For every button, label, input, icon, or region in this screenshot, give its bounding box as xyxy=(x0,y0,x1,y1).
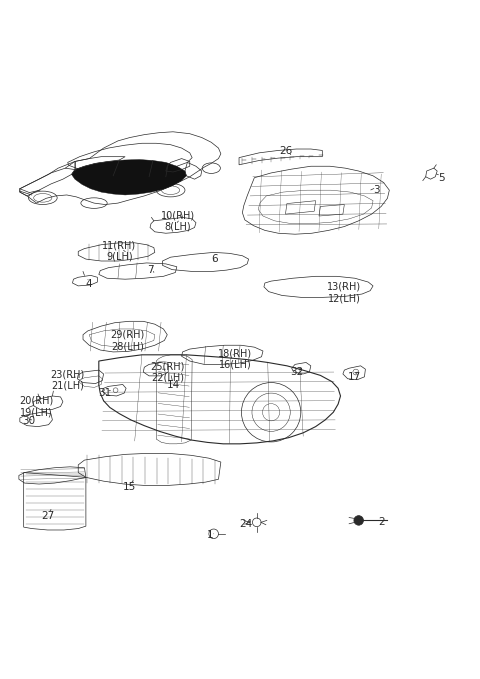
Text: 1: 1 xyxy=(207,530,214,540)
Text: 31: 31 xyxy=(98,388,112,398)
Text: 20(RH)
19(LH): 20(RH) 19(LH) xyxy=(20,396,54,417)
Text: 10(RH)
8(LH): 10(RH) 8(LH) xyxy=(161,210,195,232)
Text: 32: 32 xyxy=(290,367,303,377)
Text: 18(RH)
16(LH): 18(RH) 16(LH) xyxy=(218,348,252,369)
Text: 27: 27 xyxy=(41,511,54,521)
Text: 6: 6 xyxy=(211,254,218,264)
Text: 11(RH)
9(LH): 11(RH) 9(LH) xyxy=(102,240,136,261)
Text: 2: 2 xyxy=(378,517,384,528)
Text: 25(RH)
22(LH): 25(RH) 22(LH) xyxy=(150,361,184,383)
Polygon shape xyxy=(72,160,186,195)
Text: 24: 24 xyxy=(239,519,252,529)
Text: 13(RH)
12(LH): 13(RH) 12(LH) xyxy=(327,282,361,304)
Text: 17: 17 xyxy=(348,372,361,382)
Text: 14: 14 xyxy=(167,380,180,390)
Text: 5: 5 xyxy=(438,172,444,183)
Text: 26: 26 xyxy=(279,147,292,156)
Circle shape xyxy=(354,515,363,525)
Text: 30: 30 xyxy=(22,416,35,426)
Text: 23(RH)
21(LH): 23(RH) 21(LH) xyxy=(50,369,85,391)
Text: 3: 3 xyxy=(373,185,380,195)
Text: 7: 7 xyxy=(147,265,153,275)
Text: 15: 15 xyxy=(122,482,135,492)
Text: 29(RH)
28(LH): 29(RH) 28(LH) xyxy=(110,330,144,351)
Text: 4: 4 xyxy=(86,278,93,289)
